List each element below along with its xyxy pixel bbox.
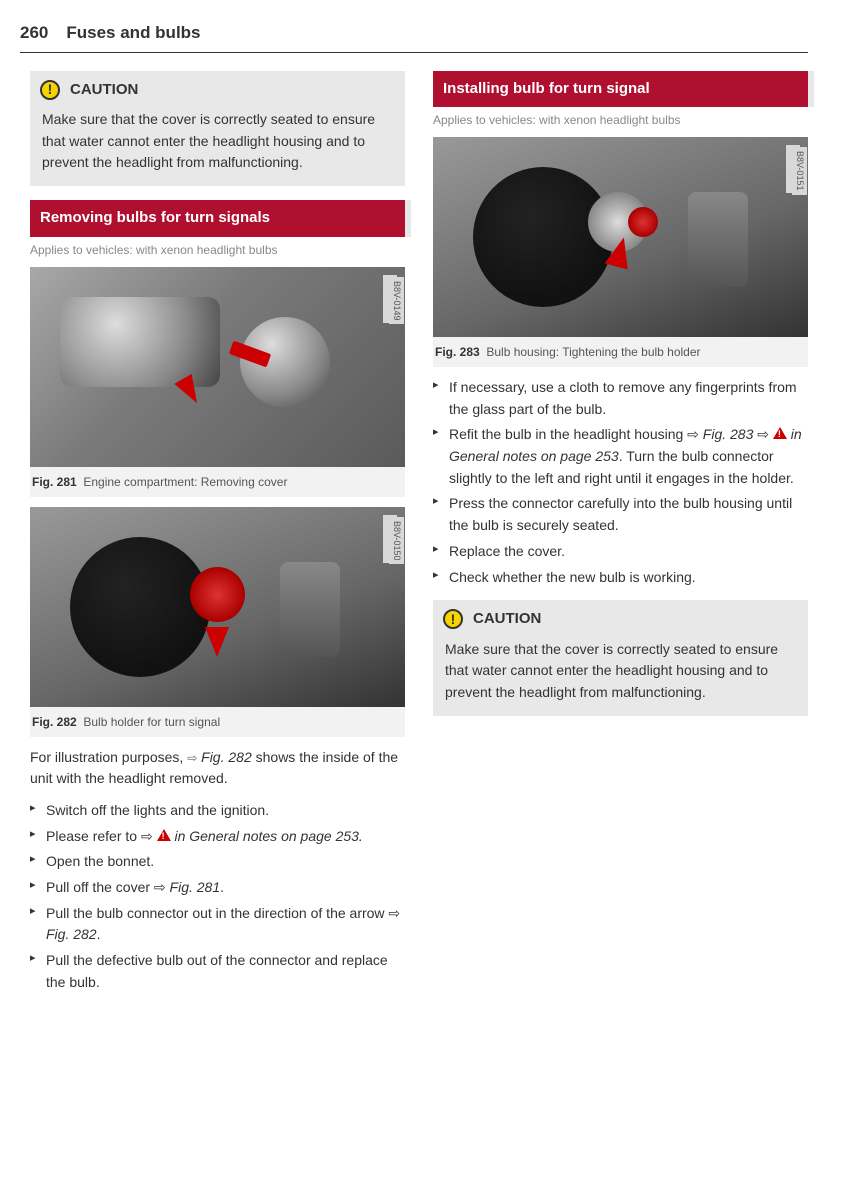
figure-label: Fig. 283 xyxy=(435,345,480,359)
figure-281-caption: Fig. 281 Engine compartment: Removing co… xyxy=(30,467,405,497)
removal-steps: Switch off the lights and the ignition. … xyxy=(30,800,405,994)
figure-282: B8V-0150 Fig. 282 Bulb holder for turn s… xyxy=(30,507,405,737)
caution-icon: ! xyxy=(40,80,60,100)
caution-box-left: ! CAUTION Make sure that the cover is co… xyxy=(30,71,405,187)
step-item: Replace the cover. xyxy=(433,541,808,563)
figure-label: Fig. 282 xyxy=(32,715,77,729)
step-item: Open the bonnet. xyxy=(30,851,405,873)
step-item: Pull off the cover ⇨ Fig. 281. xyxy=(30,877,405,899)
step-item: Press the connector carefully into the b… xyxy=(433,493,808,536)
figure-283-image: B8V-0151 xyxy=(433,137,808,337)
caution-body: Make sure that the cover is correctly se… xyxy=(433,635,808,716)
step-item: Switch off the lights and the ignition. xyxy=(30,800,405,822)
left-column: ! CAUTION Make sure that the cover is co… xyxy=(30,71,405,1000)
warning-icon xyxy=(157,829,171,841)
step-item: Refit the bulb in the headlight housing … xyxy=(433,424,808,489)
figure-label: Fig. 281 xyxy=(32,475,77,489)
figure-caption-text: Bulb housing: Tightening the bulb holder xyxy=(486,345,700,359)
figure-caption-text: Bulb holder for turn signal xyxy=(83,715,220,729)
caution-body: Make sure that the cover is correctly se… xyxy=(30,105,405,186)
figure-283: B8V-0151 Fig. 283 Bulb housing: Tighteni… xyxy=(433,137,808,367)
install-steps: If necessary, use a cloth to remove any … xyxy=(433,377,808,588)
caution-title: CAUTION xyxy=(473,608,541,631)
step-item: Check whether the new bulb is working. xyxy=(433,567,808,589)
step-item: If necessary, use a cloth to remove any … xyxy=(433,377,808,420)
step-item: Please refer to ⇨ in General notes on pa… xyxy=(30,826,405,848)
section-banner-installing: Installing bulb for turn signal xyxy=(433,71,808,108)
warning-icon xyxy=(773,427,787,439)
two-column-layout: ! CAUTION Make sure that the cover is co… xyxy=(30,71,808,1000)
page-title: Fuses and bulbs xyxy=(66,20,200,46)
figure-code: B8V-0151 xyxy=(792,147,808,195)
caution-box-right: ! CAUTION Make sure that the cover is co… xyxy=(433,600,808,716)
right-column: Installing bulb for turn signal Applies … xyxy=(433,71,808,1000)
caution-icon: ! xyxy=(443,609,463,629)
figure-283-caption: Fig. 283 Bulb housing: Tightening the bu… xyxy=(433,337,808,367)
step-item: Pull the defective bulb out of the conne… xyxy=(30,950,405,993)
caution-title: CAUTION xyxy=(70,79,138,102)
applies-to-text: Applies to vehicles: with xenon headligh… xyxy=(30,241,405,259)
reference-icon: ⇨ xyxy=(187,749,197,768)
figure-282-caption: Fig. 282 Bulb holder for turn signal xyxy=(30,707,405,737)
caution-header: ! CAUTION xyxy=(30,71,405,106)
figure-caption-text: Engine compartment: Removing cover xyxy=(83,475,287,489)
page-header: 260 Fuses and bulbs xyxy=(20,20,808,53)
step-item: Pull the bulb connector out in the direc… xyxy=(30,903,405,946)
intro-paragraph: For illustration purposes, ⇨ Fig. 282 sh… xyxy=(30,747,405,790)
applies-to-text: Applies to vehicles: with xenon headligh… xyxy=(433,111,808,129)
figure-code: B8V-0150 xyxy=(389,517,405,565)
figure-281: B8V-0149 Fig. 281 Engine compartment: Re… xyxy=(30,267,405,497)
figure-code: B8V-0149 xyxy=(389,277,405,325)
figure-282-image: B8V-0150 xyxy=(30,507,405,707)
caution-header: ! CAUTION xyxy=(433,600,808,635)
figure-281-image: B8V-0149 xyxy=(30,267,405,467)
section-banner-removing: Removing bulbs for turn signals xyxy=(30,200,405,237)
page-number: 260 xyxy=(20,20,48,46)
